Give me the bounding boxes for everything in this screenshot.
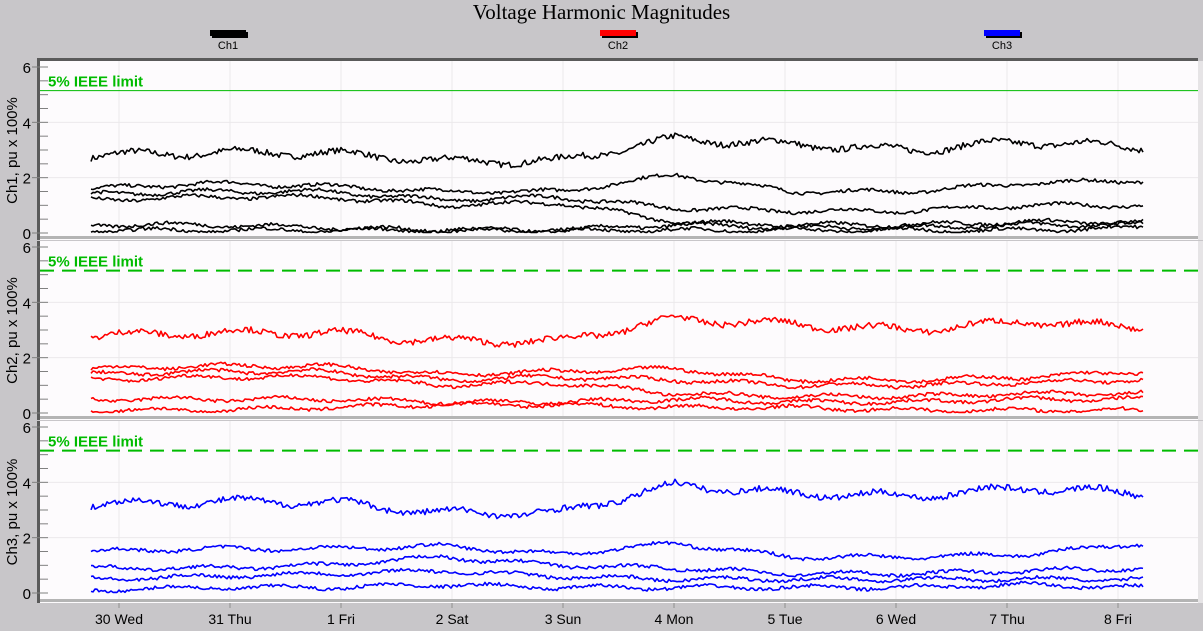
y-tick-label: 0 <box>23 586 31 603</box>
series-line-h11 <box>90 220 1144 234</box>
series-line-thd <box>90 478 1144 520</box>
panel-ch3: 0 2 4 6 Ch3, pu x 100% 5% IEEE limit <box>4 420 1203 603</box>
y-tick-label: 4 <box>23 295 31 312</box>
y-tick-label: 2 <box>23 531 31 548</box>
panel-ch2: 0 2 4 6 Ch2, pu x 100% 5% IEEE limit <box>4 240 1203 423</box>
y-tick-label: 6 <box>23 240 31 257</box>
x-tick-label: 4 Mon <box>654 611 694 627</box>
ieee-limit-label: 5% IEEE limit <box>48 254 143 271</box>
legend-swatch-ch2 <box>600 30 636 36</box>
series-line-h11 <box>90 580 1144 594</box>
legend-label-ch3: Ch3 <box>991 40 1013 52</box>
y-tick-label: 2 <box>23 171 31 188</box>
y-tick-label: 6 <box>23 60 31 77</box>
series-line-h7 <box>90 367 1144 390</box>
x-tick-label: 31 Thu <box>208 611 252 627</box>
series-line-h5 <box>90 540 1144 562</box>
y-axis-label: Ch3, pu x 100% <box>4 459 21 566</box>
x-tick-label: 6 Wed <box>875 611 917 627</box>
series-line-h7 <box>90 187 1144 216</box>
x-tick-label: 8 Fri <box>1104 611 1132 627</box>
y-axis-label: Ch2, pu x 100% <box>4 277 21 384</box>
y-tick-label: 6 <box>23 420 31 437</box>
y-tick-label: 0 <box>23 226 31 243</box>
legend-label-ch2: Ch2 <box>607 40 629 52</box>
legend-item-ch1[interactable]: Ch1 <box>198 30 258 52</box>
series-line-h5 <box>90 361 1144 385</box>
series-line-thd <box>90 314 1144 348</box>
x-tick-label: 5 Tue <box>767 611 803 627</box>
series-line-h11 <box>90 394 1144 407</box>
series-line-h3 <box>90 192 1144 229</box>
chart-title: Voltage Harmonic Magnitudes <box>472 0 731 24</box>
y-axis-label: Ch1, pu x 100% <box>4 97 21 204</box>
legend-swatch-ch3 <box>984 30 1020 36</box>
ieee-limit-label: 5% IEEE limit <box>48 434 143 451</box>
x-tick-label: 1 Fri <box>327 611 355 627</box>
legend-label-ch1: Ch1 <box>217 40 239 52</box>
panel-ch1: 0 2 4 6 Ch1, pu x 100% 5% IEEE limit <box>4 58 1203 243</box>
y-tick-label: 4 <box>23 475 31 492</box>
y-tick-label: 2 <box>23 351 31 368</box>
y-tick-label: 0 <box>23 406 31 423</box>
x-tick-label: 7 Thu <box>989 611 1025 627</box>
ieee-limit-label: 5% IEEE limit <box>48 74 143 91</box>
legend-swatch-ch1 <box>210 30 246 36</box>
x-tick-label: 2 Sat <box>435 611 469 627</box>
x-tick-label: 3 Sun <box>544 611 582 627</box>
legend-item-ch2[interactable]: Ch2 <box>588 30 648 52</box>
series-line-h13 <box>90 400 1144 414</box>
series-line-h3 <box>90 567 1144 584</box>
series-line-h5 <box>90 172 1144 196</box>
y-tick-label: 4 <box>23 115 31 132</box>
series-line-h7 <box>91 554 1144 578</box>
series-line-h13 <box>90 224 1144 234</box>
x-tick-label: 30 Wed <box>95 611 143 627</box>
series-line-h3 <box>90 373 1144 401</box>
legend-item-ch3[interactable]: Ch3 <box>972 30 1032 52</box>
series-line-thd <box>90 132 1144 169</box>
